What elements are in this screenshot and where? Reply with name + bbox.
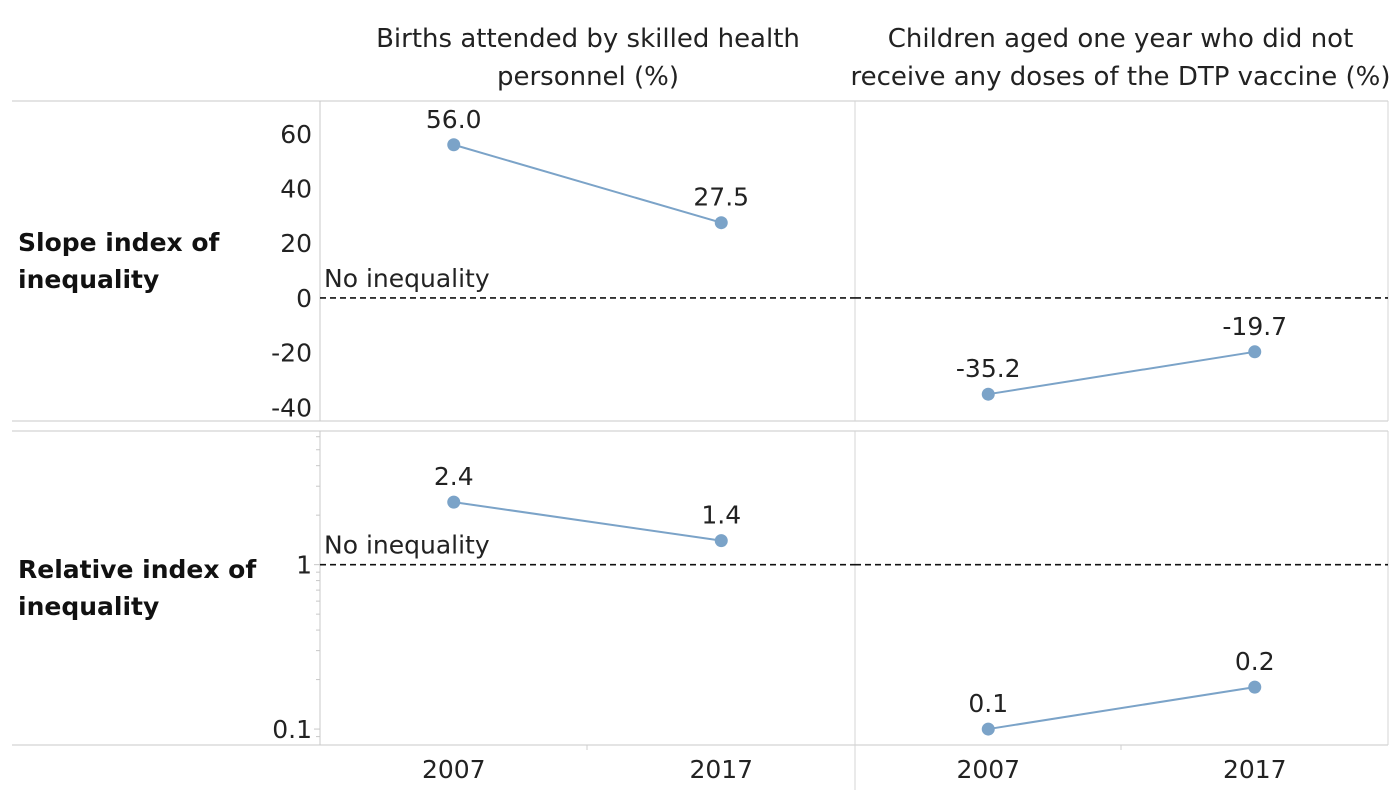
y-tick-label: 40 (280, 175, 312, 204)
y-tick-label: 60 (280, 120, 312, 149)
y-tick-label: 1 (296, 551, 312, 580)
data-point (714, 216, 728, 230)
data-label: 2.4 (434, 462, 474, 491)
column-header-births: Births attended by skilled health person… (376, 24, 800, 92)
y-tick-label: -20 (271, 339, 312, 368)
series-line (988, 686, 1255, 731)
y-tick-label: 0.1 (272, 715, 312, 744)
series-line (453, 143, 722, 224)
data-point (447, 495, 461, 509)
reference-label: No inequality (324, 531, 490, 560)
data-point (981, 387, 995, 401)
data-label: -35.2 (956, 354, 1021, 383)
column-header-dtp: Children aged one year who did not recei… (850, 24, 1391, 92)
x-tick-label: 2007 (956, 755, 1020, 784)
data-point (1248, 345, 1262, 359)
x-tick-label: 2017 (1223, 755, 1287, 784)
data-label: 56.0 (426, 105, 482, 134)
y-tick-label: 0 (296, 284, 312, 313)
data-label: 0.1 (968, 689, 1008, 718)
row-header-relative-index: Relative index of inequality (18, 555, 257, 621)
reference-label: No inequality (324, 264, 490, 293)
data-label: 1.4 (701, 501, 741, 530)
data-point (447, 138, 461, 152)
data-label: 0.2 (1235, 647, 1275, 676)
y-tick-label: -40 (271, 393, 312, 422)
row-header-slope-index: Slope index of inequality (18, 228, 220, 294)
x-tick-label: 2007 (422, 755, 486, 784)
data-point (1248, 680, 1262, 694)
data-point (714, 534, 728, 548)
data-label: -19.7 (1222, 312, 1287, 341)
series-line (453, 501, 722, 542)
x-tick-label: 2017 (689, 755, 753, 784)
data-label: 27.5 (693, 183, 749, 212)
data-point (981, 722, 995, 736)
series-line (988, 350, 1255, 396)
y-tick-label: 20 (280, 229, 312, 258)
